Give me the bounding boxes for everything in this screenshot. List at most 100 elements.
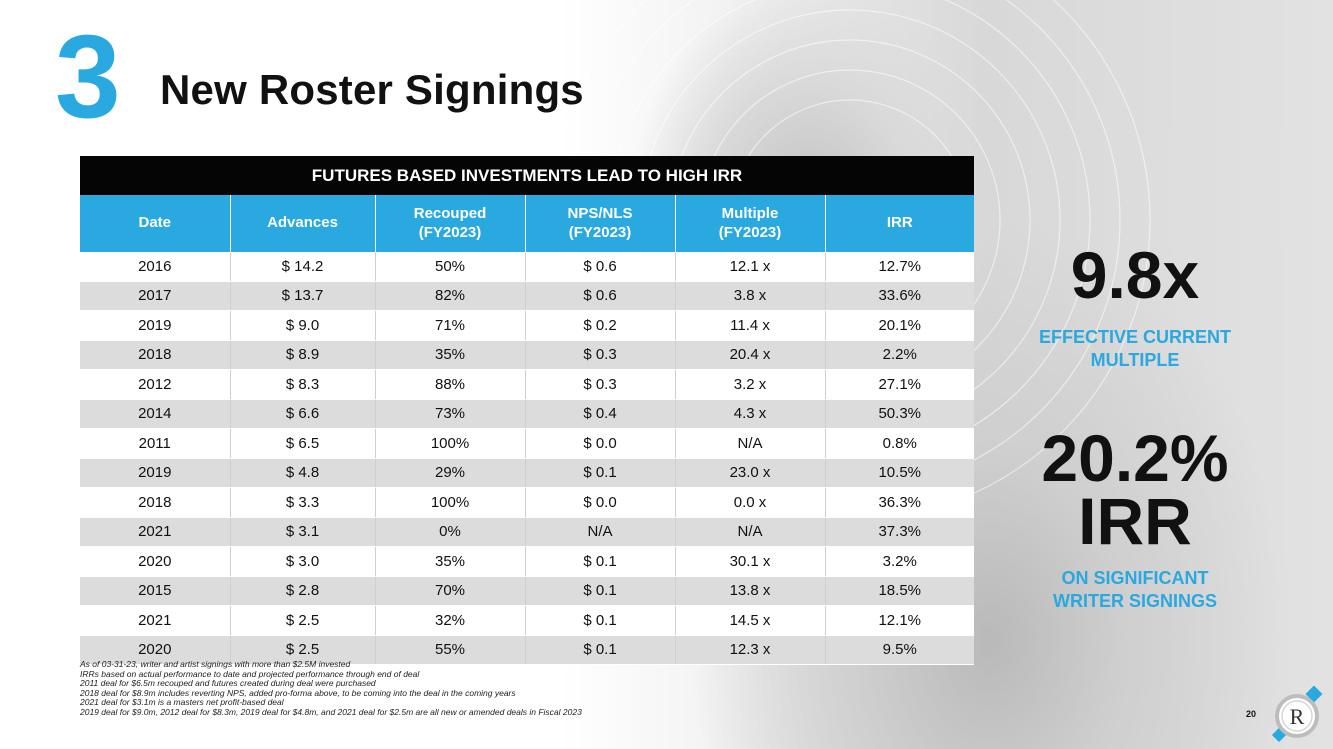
cell-nps: $ 0.1 (525, 605, 676, 636)
cell-advances: $ 14.2 (230, 252, 376, 282)
table-row: 2019 $ 9.0 71% $ 0.2 11.4 x 20.1% (80, 310, 974, 341)
cell-multiple: 13.8 x (675, 576, 826, 606)
cell-date: 2018 (80, 340, 231, 370)
cell-nps: $ 0.2 (525, 310, 676, 341)
cell-nps: $ 0.4 (525, 399, 676, 429)
cell-nps: $ 0.1 (525, 635, 676, 665)
page-number: 20 (1246, 709, 1257, 719)
cell-date: 2017 (80, 281, 231, 311)
cell-nps: $ 0.1 (525, 576, 676, 606)
cell-advances: $ 3.0 (230, 546, 376, 577)
cell-advances: $ 3.3 (230, 487, 376, 518)
table-row: 2017 $ 13.7 82% $ 0.6 3.8 x 33.6% (80, 281, 974, 311)
cell-multiple: 12.3 x (675, 635, 826, 665)
cell-multiple: 14.5 x (675, 605, 826, 636)
company-logo-icon: R (1271, 686, 1323, 742)
cell-date: 2019 (80, 458, 231, 488)
cell-advances: $ 2.5 (230, 635, 376, 665)
header-recouped-label: Recouped (413, 204, 487, 222)
cell-nps: $ 0.1 (525, 458, 676, 488)
table-row: 2021 $ 3.1 0% N/A N/A 37.3% (80, 517, 974, 547)
cell-recouped: 32% (375, 605, 526, 636)
header-irr: IRR (825, 195, 974, 252)
signings-table: Date Advances Recouped (FY2023) NPS/NLS (F… (80, 195, 974, 665)
header-multiple: Multiple (FY2023) (675, 195, 826, 252)
cell-recouped: 55% (375, 635, 526, 665)
cell-recouped: 82% (375, 281, 526, 311)
header-date: Date (80, 195, 231, 252)
table-row: 2018 $ 8.9 35% $ 0.3 20.4 x 2.2% (80, 340, 974, 370)
cell-irr: 0.8% (825, 428, 974, 459)
cell-date: 2014 (80, 399, 231, 429)
cell-multiple: 12.1 x (675, 252, 826, 282)
cell-recouped: 71% (375, 310, 526, 341)
cell-date: 2018 (80, 487, 231, 518)
cell-multiple: N/A (675, 428, 826, 459)
cell-multiple: 30.1 x (675, 546, 826, 577)
header-nps-label: NPS/NLS (567, 204, 633, 222)
table-row: 2019 $ 4.8 29% $ 0.1 23.0 x 10.5% (80, 458, 974, 488)
cell-nps: $ 0.3 (525, 340, 676, 370)
cell-irr: 18.5% (825, 576, 974, 606)
cell-irr: 2.2% (825, 340, 974, 370)
cell-multiple: N/A (675, 517, 826, 547)
footnotes: As of 03-31-23, writer and artist signin… (80, 659, 720, 718)
irr-label-line-2: WRITER SIGNINGS (1052, 590, 1217, 611)
footnote-line: 2019 deal for $9.0m, 2012 deal for $8.3m… (80, 706, 582, 717)
effective-multiple-label: EFFECTIVE CURRENT MULTIPLE (1005, 326, 1265, 371)
cell-advances: $ 4.8 (230, 458, 376, 488)
footnote-line: 2011 deal for $6.5m recouped and futures… (80, 678, 376, 689)
cell-multiple: 23.0 x (675, 458, 826, 488)
cell-recouped: 100% (375, 487, 526, 518)
cell-date: 2020 (80, 546, 231, 577)
cell-nps: $ 0.6 (525, 252, 676, 282)
cell-multiple: 20.4 x (675, 340, 826, 370)
table-row: 2015 $ 2.8 70% $ 0.1 13.8 x 18.5% (80, 576, 974, 606)
table-banner: FUTURES BASED INVESTMENTS LEAD TO HIGH I… (80, 156, 974, 195)
cell-nps: $ 0.0 (525, 487, 676, 518)
irr-table: FUTURES BASED INVESTMENTS LEAD TO HIGH I… (80, 156, 974, 665)
cell-multiple: 4.3 x (675, 399, 826, 429)
cell-advances: $ 6.6 (230, 399, 376, 429)
cell-irr: 36.3% (825, 487, 974, 518)
cell-irr: 12.1% (825, 605, 974, 636)
cell-irr: 12.7% (825, 252, 974, 282)
table-row: 2021 $ 2.5 32% $ 0.1 14.5 x 12.1% (80, 605, 974, 636)
header-nps-sub: (FY2023) (568, 223, 632, 241)
cell-irr: 9.5% (825, 635, 974, 665)
cell-nps: $ 0.1 (525, 546, 676, 577)
logo-letter: R (1290, 704, 1305, 729)
cell-irr: 37.3% (825, 517, 974, 547)
cell-recouped: 70% (375, 576, 526, 606)
table-row: 2016 $ 14.2 50% $ 0.6 12.1 x 12.7% (80, 252, 974, 282)
cell-advances: $ 3.1 (230, 517, 376, 547)
cell-irr: 27.1% (825, 369, 974, 400)
page-title: New Roster Signings (160, 66, 584, 113)
footnote-line: IRRs based on actual performance to date… (80, 668, 420, 679)
irr-word: IRR (1078, 484, 1192, 558)
table-row: 2011 $ 6.5 100% $ 0.0 N/A 0.8% (80, 428, 974, 459)
cell-advances: $ 13.7 (230, 281, 376, 311)
cell-irr: 50.3% (825, 399, 974, 429)
footnote-line: 2021 deal for $3.1m is a masters net pro… (80, 697, 284, 708)
cell-recouped: 0% (375, 517, 526, 547)
irr-label: ON SIGNIFICANT WRITER SIGNINGS (1005, 567, 1265, 612)
cell-date: 2012 (80, 369, 231, 400)
cell-multiple: 0.0 x (675, 487, 826, 518)
header-multiple-label: Multiple (721, 204, 779, 222)
header-advances-label: Advances (267, 214, 338, 232)
effective-multiple-label-line-1: EFFECTIVE CURRENT (1038, 327, 1231, 347)
header-irr-label: IRR (886, 214, 913, 232)
cell-recouped: 29% (375, 458, 526, 488)
header-advances: Advances (230, 195, 376, 252)
cell-advances: $ 8.3 (230, 369, 376, 400)
cell-date: 2019 (80, 310, 231, 341)
irr-label-line-1: ON SIGNIFICANT (1061, 568, 1209, 588)
header-recouped: Recouped (FY2023) (375, 195, 526, 252)
header-date-label: Date (138, 214, 171, 232)
section-number: 3 (55, 11, 121, 143)
table-row: 2012 $ 8.3 88% $ 0.3 3.2 x 27.1% (80, 369, 974, 400)
effective-multiple-label-line-2: MULTIPLE (1090, 349, 1180, 370)
cell-date: 2015 (80, 576, 231, 606)
cell-date: 2020 (80, 635, 231, 665)
